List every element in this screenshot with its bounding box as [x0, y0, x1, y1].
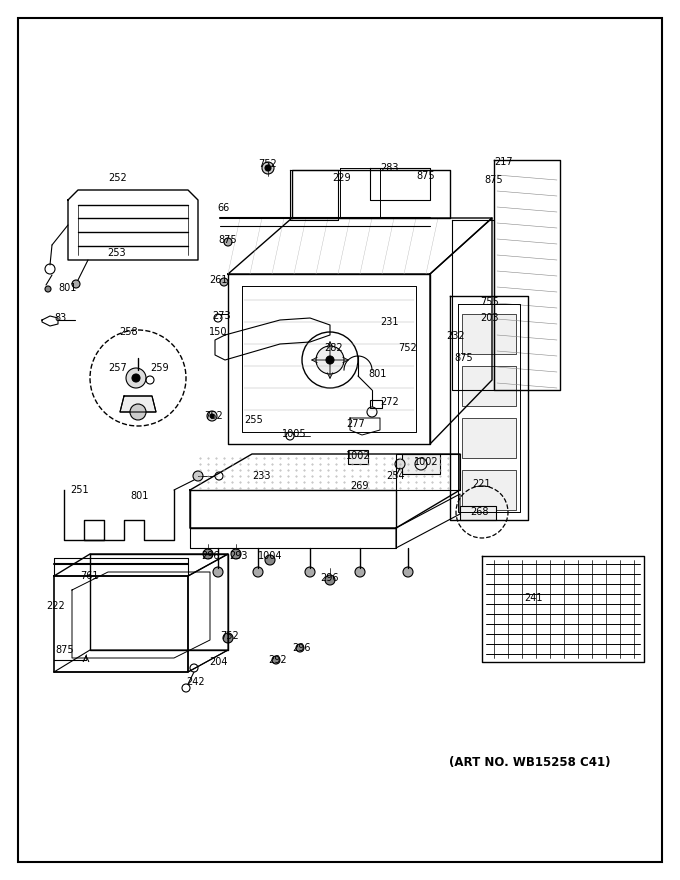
Text: 1002: 1002 — [345, 451, 371, 461]
Circle shape — [316, 346, 344, 374]
Circle shape — [210, 414, 214, 418]
Text: 283: 283 — [381, 163, 399, 173]
Circle shape — [305, 567, 315, 577]
Text: 268: 268 — [471, 507, 489, 517]
Text: (ART NO. WB15258 C41): (ART NO. WB15258 C41) — [449, 756, 611, 768]
Text: 296: 296 — [321, 573, 339, 583]
Text: 272: 272 — [381, 397, 399, 407]
Text: 255: 255 — [245, 415, 263, 425]
Text: 251: 251 — [71, 485, 89, 495]
Circle shape — [193, 471, 203, 481]
Text: 233: 233 — [253, 471, 271, 481]
Text: 241: 241 — [525, 593, 543, 603]
Circle shape — [130, 404, 146, 420]
Text: 755: 755 — [481, 297, 499, 307]
Text: 875: 875 — [417, 171, 435, 181]
Text: 150: 150 — [209, 327, 227, 337]
Text: 222: 222 — [47, 601, 65, 611]
Text: 875: 875 — [56, 645, 74, 655]
Circle shape — [231, 549, 241, 559]
Text: 257: 257 — [109, 363, 127, 373]
Text: 801: 801 — [369, 369, 387, 379]
Text: 292: 292 — [269, 655, 288, 665]
Text: 296: 296 — [293, 643, 311, 653]
Text: 252: 252 — [109, 173, 127, 183]
Text: 83: 83 — [54, 313, 66, 323]
Bar — [402, 454, 440, 474]
Text: 761: 761 — [80, 571, 98, 581]
Text: 258: 258 — [120, 327, 138, 337]
Circle shape — [395, 459, 405, 469]
Text: 273: 273 — [213, 311, 231, 321]
Circle shape — [272, 656, 280, 664]
Text: 277: 277 — [347, 419, 365, 429]
Text: 801: 801 — [58, 283, 78, 293]
Text: 203: 203 — [481, 313, 499, 323]
Circle shape — [126, 368, 146, 388]
Circle shape — [223, 633, 233, 643]
Circle shape — [326, 356, 334, 364]
Circle shape — [207, 411, 217, 421]
Text: 875: 875 — [455, 353, 473, 363]
Text: 231: 231 — [381, 317, 399, 327]
Circle shape — [213, 567, 223, 577]
Circle shape — [265, 165, 271, 171]
Text: 875: 875 — [219, 235, 237, 245]
Text: 254: 254 — [387, 471, 405, 481]
Text: 293: 293 — [228, 551, 248, 561]
Circle shape — [262, 162, 274, 174]
Bar — [462, 418, 516, 458]
Circle shape — [45, 286, 51, 292]
Bar — [462, 314, 516, 354]
Circle shape — [296, 644, 304, 652]
Text: 221: 221 — [473, 479, 492, 489]
Circle shape — [132, 374, 140, 382]
Text: 269: 269 — [351, 481, 369, 491]
Text: 261: 261 — [209, 275, 227, 285]
Text: 253: 253 — [107, 248, 126, 258]
Text: 801: 801 — [131, 491, 149, 501]
Text: 752: 752 — [220, 631, 239, 641]
Circle shape — [265, 555, 275, 565]
Text: 229: 229 — [333, 173, 352, 183]
Circle shape — [203, 549, 213, 559]
Text: 217: 217 — [494, 157, 513, 167]
Text: 1005: 1005 — [282, 429, 306, 439]
Circle shape — [220, 278, 228, 286]
Text: 232: 232 — [447, 331, 465, 341]
Bar — [462, 470, 516, 510]
Circle shape — [224, 238, 232, 246]
Text: 204: 204 — [209, 657, 227, 667]
Circle shape — [253, 567, 263, 577]
Circle shape — [72, 280, 80, 288]
Bar — [348, 450, 368, 464]
Text: 752: 752 — [398, 343, 418, 353]
Text: 66: 66 — [218, 203, 230, 213]
Circle shape — [403, 567, 413, 577]
Bar — [460, 506, 496, 520]
Bar — [370, 400, 382, 408]
Circle shape — [355, 567, 365, 577]
Text: 1002: 1002 — [413, 457, 439, 467]
Text: 242: 242 — [187, 677, 205, 687]
Bar — [462, 366, 516, 406]
Polygon shape — [120, 396, 156, 412]
Text: 259: 259 — [151, 363, 169, 373]
Text: 752: 752 — [258, 159, 277, 169]
Circle shape — [325, 575, 335, 585]
Text: 282: 282 — [324, 343, 343, 353]
Text: 875: 875 — [485, 175, 503, 185]
Text: 296: 296 — [201, 551, 219, 561]
Text: 752: 752 — [205, 411, 223, 421]
Text: 1004: 1004 — [258, 551, 282, 561]
